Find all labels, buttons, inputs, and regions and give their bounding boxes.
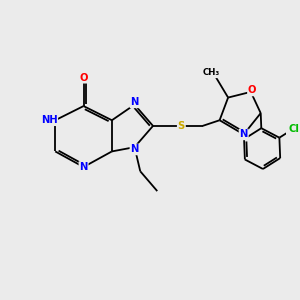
Text: N: N bbox=[130, 144, 139, 154]
Text: NH: NH bbox=[41, 115, 57, 125]
Text: O: O bbox=[248, 85, 256, 95]
Text: N: N bbox=[239, 129, 248, 140]
Text: N: N bbox=[130, 98, 139, 107]
Text: O: O bbox=[79, 73, 88, 83]
Text: Cl: Cl bbox=[289, 124, 299, 134]
Text: N: N bbox=[80, 162, 88, 172]
Text: CH₃: CH₃ bbox=[202, 68, 220, 77]
Text: S: S bbox=[178, 121, 185, 131]
